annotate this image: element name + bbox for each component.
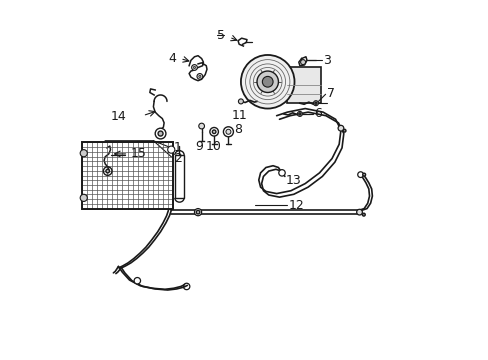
Circle shape (191, 64, 197, 70)
Text: 3: 3 (323, 54, 330, 67)
Circle shape (80, 194, 87, 202)
Circle shape (196, 210, 200, 214)
Circle shape (313, 101, 318, 106)
Circle shape (337, 125, 343, 131)
Circle shape (357, 172, 363, 177)
Circle shape (241, 55, 294, 109)
Circle shape (257, 71, 278, 93)
Bar (82, 143, 173, 208)
Circle shape (362, 173, 365, 176)
Text: 14: 14 (111, 110, 126, 123)
Circle shape (197, 73, 203, 79)
Text: 11: 11 (231, 109, 246, 122)
Circle shape (300, 60, 305, 64)
Text: 10: 10 (205, 140, 221, 153)
Bar (175, 155, 184, 198)
Circle shape (356, 209, 362, 215)
Circle shape (212, 130, 216, 134)
Circle shape (343, 129, 345, 132)
Circle shape (238, 99, 243, 104)
Circle shape (198, 75, 201, 77)
Text: 2: 2 (173, 152, 181, 165)
Text: 6: 6 (313, 107, 322, 120)
Circle shape (198, 123, 204, 129)
Circle shape (298, 113, 300, 115)
Circle shape (362, 213, 365, 216)
Circle shape (80, 150, 87, 157)
Circle shape (167, 146, 175, 153)
Text: 12: 12 (288, 198, 305, 212)
Text: 5: 5 (216, 29, 224, 42)
Text: 4: 4 (168, 52, 176, 65)
Text: 13: 13 (285, 174, 301, 186)
Text: 1: 1 (173, 141, 181, 154)
Circle shape (106, 169, 109, 173)
Circle shape (193, 66, 195, 68)
Circle shape (314, 102, 316, 104)
Circle shape (262, 76, 272, 87)
Text: 9: 9 (194, 140, 203, 153)
Text: 8: 8 (233, 123, 241, 136)
Circle shape (225, 129, 230, 134)
Circle shape (158, 131, 163, 136)
Text: 15: 15 (130, 148, 146, 161)
Circle shape (134, 278, 140, 284)
Circle shape (278, 170, 285, 176)
Circle shape (155, 128, 165, 139)
Circle shape (194, 208, 201, 216)
Circle shape (223, 127, 233, 137)
Bar (287, 67, 321, 103)
Text: 7: 7 (326, 87, 334, 100)
Circle shape (297, 111, 302, 116)
